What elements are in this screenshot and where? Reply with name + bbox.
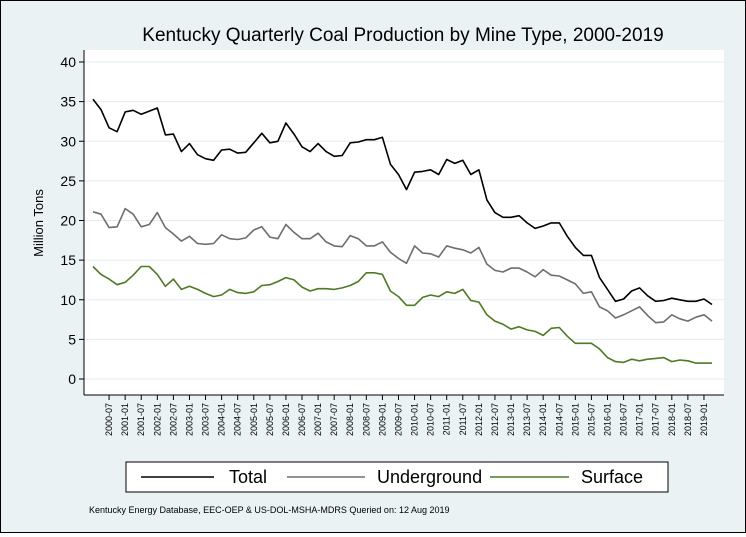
gridlines — [84, 61, 724, 380]
y-tick-label: 30 — [60, 133, 76, 149]
x-tick-label: 2009-01 — [377, 403, 387, 436]
x-tick-label: 2017-01 — [635, 403, 645, 436]
x-tick-label: 2011-07 — [458, 403, 468, 435]
x-tick-label: 2005-07 — [265, 403, 275, 436]
x-tick-label: 2012-07 — [490, 403, 500, 436]
legend-label-total: Total — [229, 467, 267, 487]
x-tick-label: 2018-07 — [683, 403, 693, 436]
source-note: Kentucky Energy Database, EEC-OEP & US-D… — [89, 505, 450, 515]
x-tick-label: 2004-07 — [233, 403, 243, 436]
x-tick-label: 2002-07 — [168, 403, 178, 436]
x-tick-label: 2014-07 — [554, 403, 564, 436]
x-tick-label: 2001-07 — [136, 403, 146, 436]
x-tick-label: 2004-01 — [217, 403, 227, 436]
x-tick-label: 2011-01 — [442, 403, 452, 435]
legend-box — [125, 461, 669, 493]
x-tick-label: 2012-01 — [474, 403, 484, 436]
x-tick-label: 2014-01 — [538, 403, 548, 436]
y-tick-label: 25 — [60, 173, 76, 189]
x-tick-label: 2016-07 — [619, 403, 629, 436]
x-tick-label: 2006-07 — [297, 403, 307, 436]
x-tick-label: 2018-01 — [667, 403, 677, 436]
y-tick-label: 20 — [60, 213, 76, 229]
y-tick-label: 10 — [60, 292, 76, 308]
x-tick-label: 2017-07 — [651, 403, 661, 436]
x-tick-label: 2003-01 — [184, 403, 194, 436]
x-tick-label: 2003-07 — [201, 403, 211, 436]
x-tick-label: 2006-01 — [281, 403, 291, 436]
x-tick-label: 2010-01 — [410, 403, 420, 436]
x-tick-label: 2008-07 — [361, 403, 371, 436]
legend-label-surface: Surface — [581, 467, 643, 487]
x-tick-label: 2007-01 — [313, 403, 323, 436]
x-tick-label: 2001-01 — [120, 403, 130, 436]
y-tick-label: 5 — [68, 331, 76, 347]
x-tick-label: 2015-07 — [586, 403, 596, 436]
x-tick-label: 2000-07 — [104, 403, 114, 436]
x-tick-label: 2015-01 — [570, 403, 580, 436]
x-tick-label: 2010-07 — [426, 403, 436, 436]
series-lines — [92, 98, 713, 364]
chart-title: Kentucky Quarterly Coal Production by Mi… — [142, 25, 663, 46]
series-line-underground — [92, 207, 713, 324]
x-tick-label: 2019-01 — [699, 403, 709, 436]
plot-area — [84, 50, 724, 395]
y-axis-label: Million Tons — [31, 189, 46, 257]
y-tick-label: 0 — [68, 371, 76, 387]
legend-label-underground: Underground — [377, 467, 482, 487]
x-tick-label: 2002-01 — [152, 403, 162, 436]
x-tick-label: 2005-01 — [249, 403, 259, 436]
x-axis-ticks: 2000-07 2001-01 2001-07 2002-01 2002-07 2003-… — [104, 395, 709, 436]
x-tick-label: 2007-07 — [329, 403, 339, 436]
y-axis-ticks: 0 5 10 15 20 25 30 35 40 — [60, 54, 84, 387]
series-line-surface — [92, 265, 712, 364]
y-tick-label: 35 — [60, 94, 76, 110]
x-tick-label: 2016-01 — [602, 403, 612, 436]
x-tick-label: 2013-01 — [506, 403, 516, 436]
x-tick-label: 2008-01 — [345, 403, 355, 436]
x-tick-label: 2009-07 — [393, 403, 403, 436]
series-line-total — [92, 98, 713, 306]
legend: Total Underground Surface — [125, 461, 669, 493]
y-tick-label: 40 — [60, 54, 76, 70]
y-tick-label: 15 — [60, 252, 76, 268]
x-tick-label: 2013-07 — [522, 403, 532, 436]
